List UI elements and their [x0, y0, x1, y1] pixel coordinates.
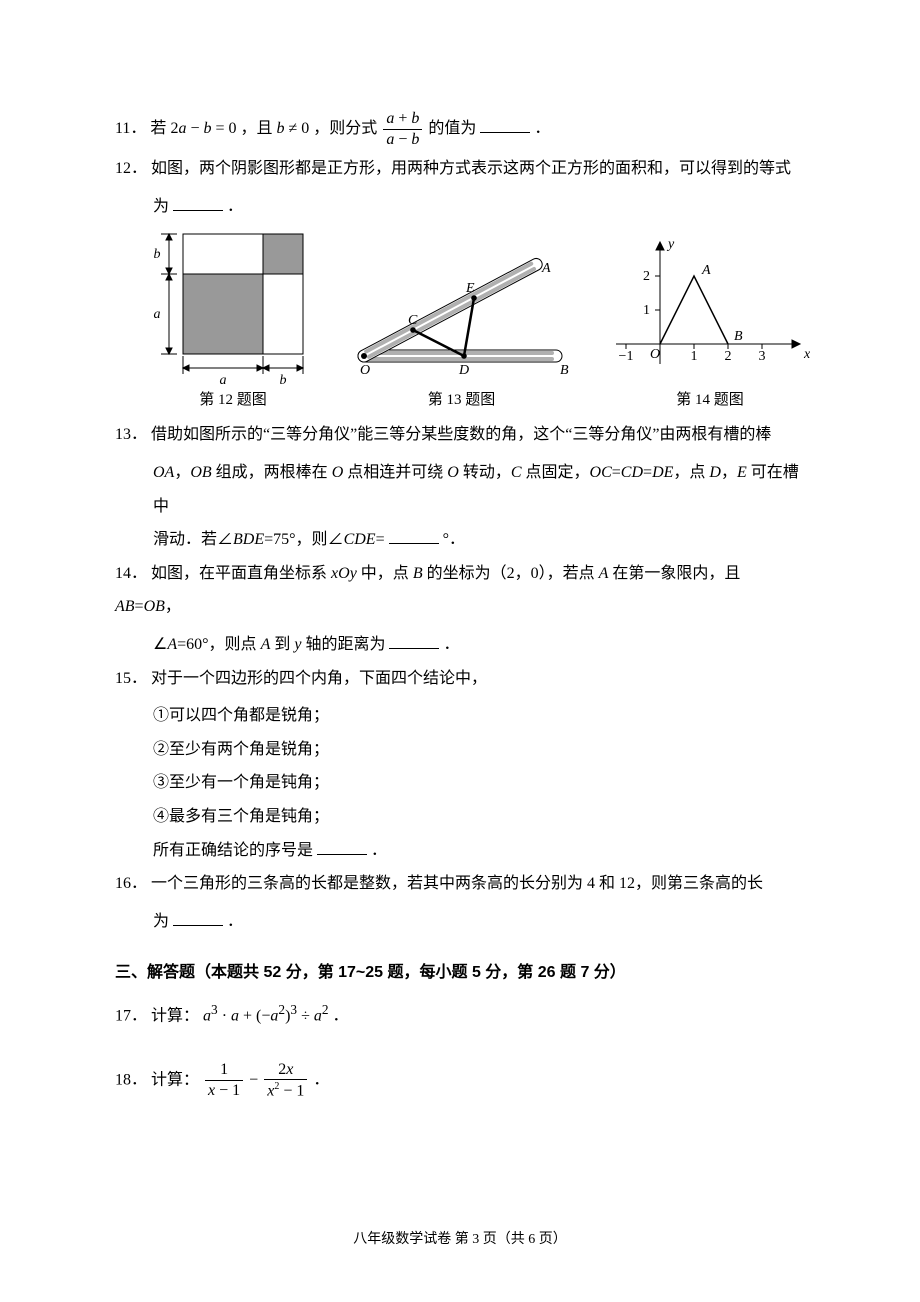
fig14-yt-0: 1: [643, 303, 650, 318]
fig14-xt-2: 2: [725, 349, 732, 364]
q14-line2: ∠A=60°，则点 A 到 y 轴的距离为 ．: [115, 628, 810, 662]
question-15: 15． 对于一个四边形的四个内角，下面四个结论中，: [115, 662, 810, 696]
fig12-a-left: a: [154, 307, 161, 322]
question-17: 17． 计算： a3 · a + (−a2)3 ÷ a2 ．: [115, 996, 810, 1033]
section-3-heading: 三、解答题（本题共 52 分，第 17~25 题，每小题 5 分，第 26 题 …: [115, 956, 810, 990]
fig12-label: 第 12 题图: [153, 388, 313, 412]
figure-12: b a a b 第 12 题图: [153, 229, 313, 412]
question-16: 16． 一个三角形的三条高的长都是整数，若其中两条高的长分别为 4 和 12，则…: [115, 867, 810, 901]
q11-blank: [480, 117, 530, 132]
q13-line2: OA，OB 组成，两根棒在 O 点相连并可绕 O 转动，C 点固定，OC=CD=…: [115, 456, 810, 523]
q11-num: 11．: [115, 120, 146, 137]
fig12-a-bottom: a: [220, 373, 227, 384]
q15-item-1: ①可以四个角都是锐角；: [115, 699, 810, 733]
figures-row: b a a b 第 12 题图: [115, 229, 810, 412]
q13-line3: 滑动．若∠BDE=75°，则∠CDE= °．: [115, 523, 810, 557]
fig13-D: D: [457, 363, 468, 378]
fig13-A: A: [541, 261, 551, 276]
fig14-xt-0: −1: [619, 349, 634, 364]
fig14-xt-3: 3: [759, 349, 766, 364]
fig13-B: B: [560, 363, 569, 378]
fig12-b-bottom: b: [280, 373, 287, 384]
q15-item-2: ②至少有两个角是锐角；: [115, 733, 810, 767]
fig14-A: A: [701, 263, 711, 278]
fig13-O: O: [360, 363, 370, 378]
q15-item-3: ③至少有一个角是钝角；: [115, 766, 810, 800]
q18-frac2: 2x x2 − 1: [264, 1061, 307, 1101]
fig14-x: x: [803, 347, 810, 362]
fig14-B: B: [734, 329, 743, 344]
q11-fraction: a + b a − b: [383, 110, 422, 148]
fig13-C: C: [408, 313, 418, 328]
fig14-O: O: [650, 347, 660, 362]
fig14-label: 第 14 题图: [610, 388, 810, 412]
question-11: 11． 若 2a − b = 0 ，且 b ≠ 0 ，则分式 a + b a −…: [115, 110, 810, 148]
question-13: 13． 借助如图所示的“三等分角仪”能三等分某些度数的角，这个“三等分角仪”由两…: [115, 418, 810, 452]
page-footer: 八年级数学试卷 第 3 页（共 6 页）: [0, 1225, 920, 1254]
q12-line2: 为 ．: [115, 190, 810, 224]
question-14: 14． 如图，在平面直角坐标系 xOy 中，点 B 的坐标为（2，0），若点 A…: [115, 557, 810, 624]
fig12-b-left: b: [154, 247, 161, 262]
q13-blank: [389, 529, 439, 544]
fig13-label: 第 13 题图: [346, 388, 578, 412]
fig13-E: E: [465, 281, 475, 296]
q15-blank: [317, 839, 367, 854]
q15-item-4: ④最多有三个角是钝角；: [115, 800, 810, 834]
q16-blank: [173, 910, 223, 925]
question-12: 12． 如图，两个阴影图形都是正方形，用两种方式表示这两个正方形的面积和，可以得…: [115, 152, 810, 186]
q12-num: 12．: [115, 160, 147, 177]
q16-line2: 为 ．: [115, 905, 810, 939]
q14-blank: [389, 634, 439, 649]
q11-pre: 若: [150, 120, 170, 137]
q12-blank: [173, 195, 223, 210]
fig14-yt-1: 2: [643, 269, 650, 284]
fig14-y: y: [666, 237, 675, 252]
q18-frac1: 1 x − 1: [205, 1061, 243, 1099]
figure-14: y x O A B −1 1 2 3 1 2 第 14 题图: [610, 234, 810, 412]
figure-13: O D B C E A 第 13 题图: [346, 256, 578, 412]
fig14-xt-1: 1: [691, 349, 698, 364]
question-18: 18． 计算： 1 x − 1 − 2x x2 − 1 ．: [115, 1061, 810, 1101]
q15-tail: 所有正确结论的序号是 ．: [115, 834, 810, 868]
